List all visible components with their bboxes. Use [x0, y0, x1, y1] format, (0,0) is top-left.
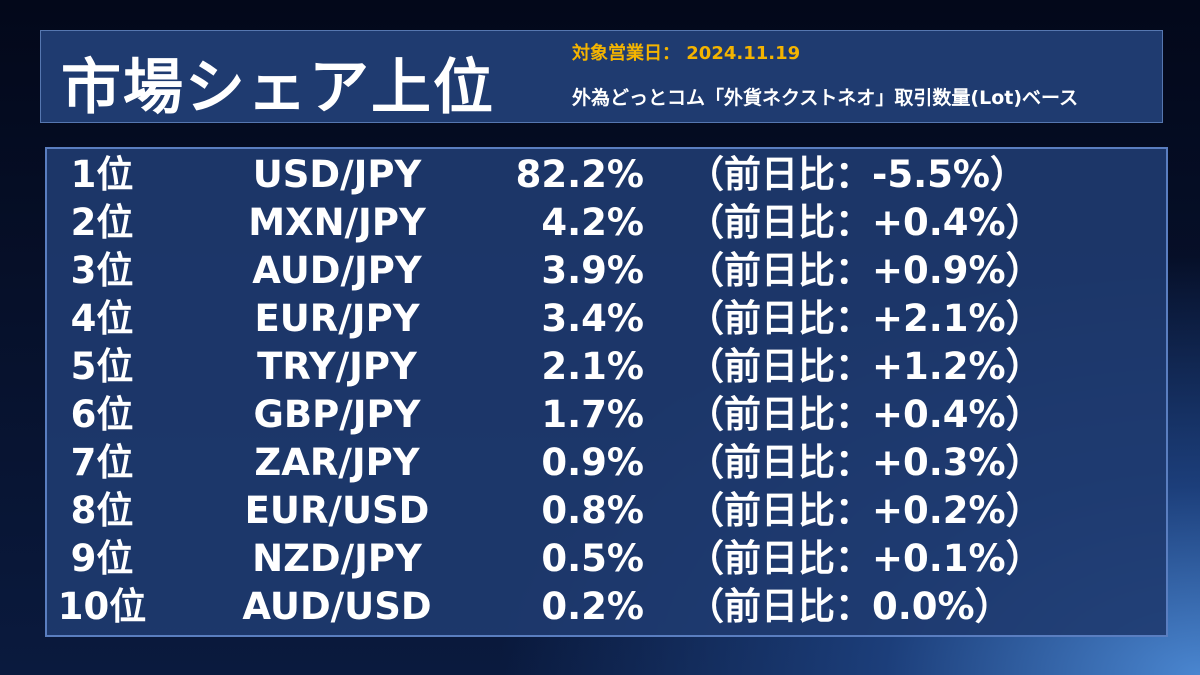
rank: 5位: [70, 345, 134, 388]
pair: TRY/JPY: [257, 345, 417, 388]
change: （前日比：+0.9%）: [687, 249, 1043, 292]
pair: EUR/JPY: [254, 297, 420, 340]
rank: 6位: [70, 393, 134, 436]
title: 市場シェア上位: [61, 53, 495, 123]
pair: GBP/JPY: [253, 393, 421, 436]
change: （前日比：0.0%）: [687, 585, 1012, 628]
share: 0.9%: [541, 441, 644, 484]
rank: 4位: [70, 297, 134, 340]
rank: 1位: [70, 153, 134, 196]
rank: 7位: [70, 441, 134, 484]
share: 3.9%: [541, 249, 644, 292]
change: （前日比：+0.3%）: [687, 441, 1043, 484]
change: （前日比：+0.1%）: [687, 537, 1043, 580]
pair: EUR/USD: [244, 489, 430, 532]
pair: MXN/JPY: [248, 201, 426, 244]
ranking-table: 1位 USD/JPY 82.2% （前日比：-5.5%） 2位 MXN/JPY 4.2% （前…: [45, 147, 1168, 637]
share: 0.2%: [541, 585, 644, 628]
share: 1.7%: [541, 393, 644, 436]
pair: NZD/JPY: [252, 537, 422, 580]
rank: 10位: [57, 585, 147, 628]
pair: USD/JPY: [252, 153, 422, 196]
rank: 2位: [70, 201, 134, 244]
pair: ZAR/JPY: [254, 441, 420, 484]
share: 0.5%: [541, 537, 644, 580]
change: （前日比：+1.2%）: [687, 345, 1043, 388]
header: 市場シェア上位 対象営業日： 2024.11.19 外為どっとコム「外貨ネクスト…: [40, 30, 1163, 123]
subtitle: 外為どっとコム「外貨ネクストネオ」取引数量(Lot)ベース: [572, 87, 1079, 109]
rank: 9位: [70, 537, 134, 580]
rank: 3位: [70, 249, 134, 292]
share: 82.2%: [515, 153, 644, 196]
change: （前日比：-5.5%）: [687, 153, 1027, 196]
share: 0.8%: [541, 489, 644, 532]
rank: 8位: [70, 489, 134, 532]
change: （前日比：+0.4%）: [687, 201, 1043, 244]
pair: AUD/USD: [242, 585, 432, 628]
change: （前日比：+2.1%）: [687, 297, 1043, 340]
change: （前日比：+0.2%）: [687, 489, 1043, 532]
date: 対象営業日： 2024.11.19: [572, 43, 801, 64]
share: 3.4%: [541, 297, 644, 340]
share: 4.2%: [541, 201, 644, 244]
share: 2.1%: [541, 345, 644, 388]
pair: AUD/JPY: [252, 249, 422, 292]
change: （前日比：+0.4%）: [687, 393, 1043, 436]
